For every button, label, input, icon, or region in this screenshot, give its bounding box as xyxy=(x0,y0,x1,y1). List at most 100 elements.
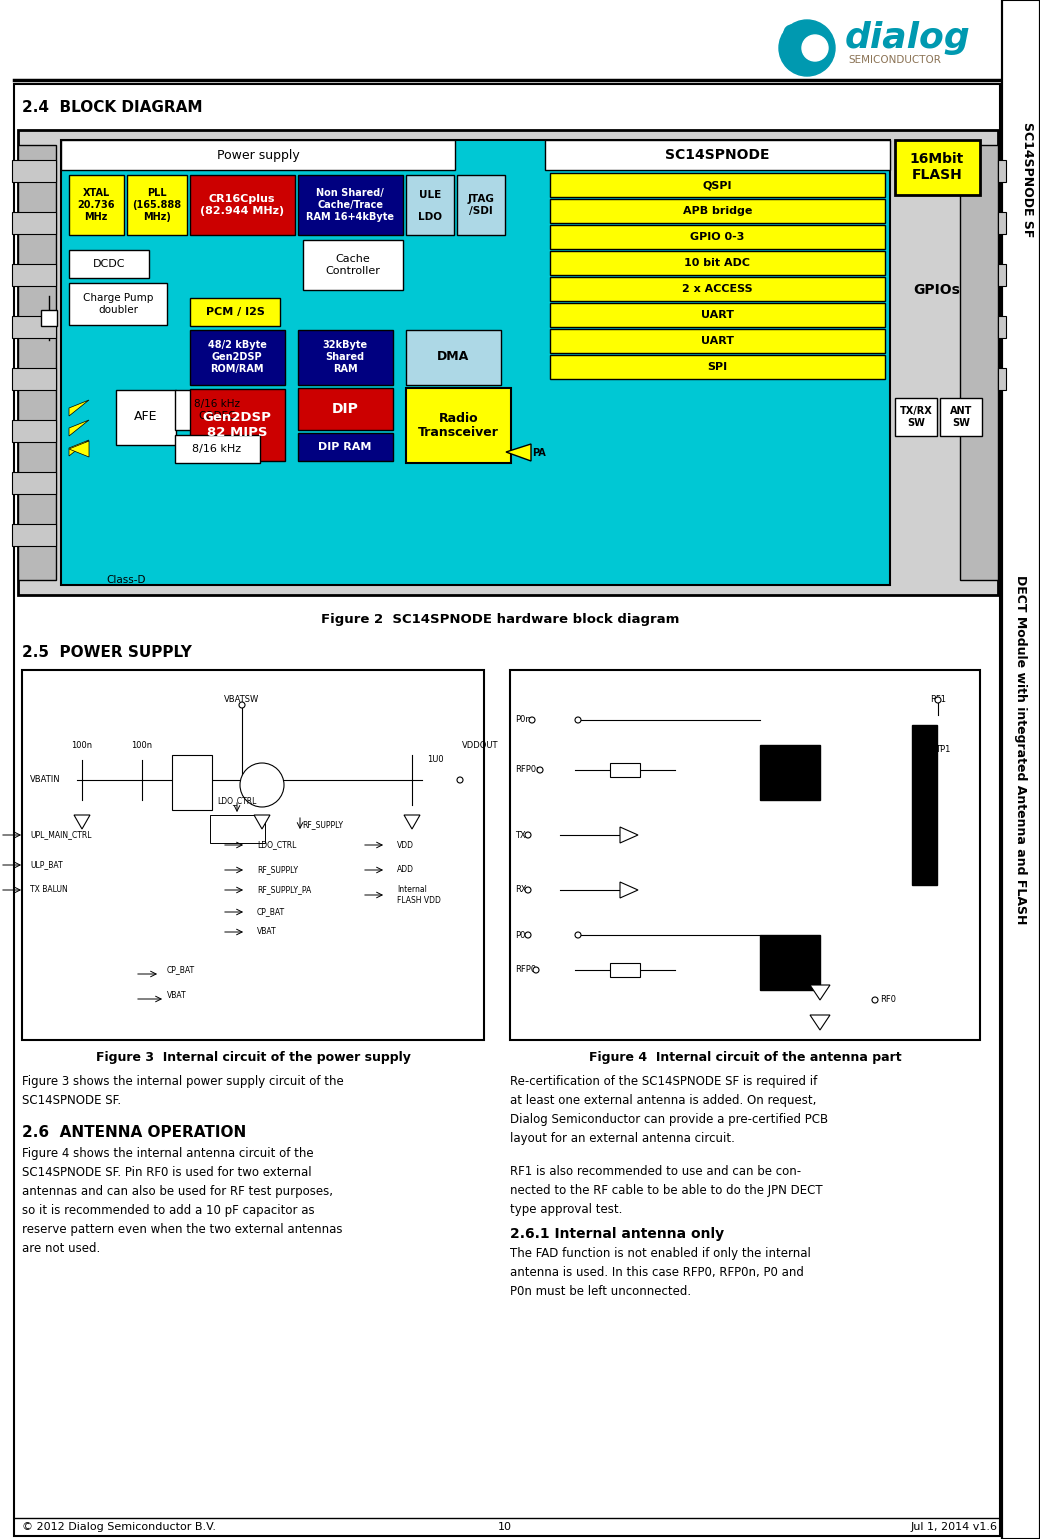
Bar xyxy=(190,175,295,235)
Bar xyxy=(298,432,393,462)
Text: 100n: 100n xyxy=(131,740,153,749)
Bar xyxy=(960,145,998,580)
Text: ULE: ULE xyxy=(419,189,441,200)
Text: RF1 is also recommended to use and can be con-
nected to the RF cable to be able: RF1 is also recommended to use and can b… xyxy=(510,1165,823,1216)
Bar xyxy=(190,329,285,385)
Text: VDDOUT: VDDOUT xyxy=(462,740,498,749)
Circle shape xyxy=(779,20,835,75)
Text: TX BALUN: TX BALUN xyxy=(30,885,68,894)
Bar xyxy=(69,249,149,279)
Bar xyxy=(998,265,1006,286)
Bar xyxy=(12,265,56,286)
Text: AFE: AFE xyxy=(134,411,158,423)
Bar xyxy=(298,329,393,385)
Bar xyxy=(12,315,56,339)
Text: ANT
SW: ANT SW xyxy=(950,406,972,428)
Text: 8/16 kHz: 8/16 kHz xyxy=(192,443,241,454)
Bar xyxy=(998,315,1006,339)
Text: Gen2DSP
82 MIPS: Gen2DSP 82 MIPS xyxy=(203,411,271,439)
Text: DCDC: DCDC xyxy=(93,259,125,269)
Text: CP_BAT: CP_BAT xyxy=(257,908,285,917)
Text: PLL
(165.888
MHz): PLL (165.888 MHz) xyxy=(132,188,182,222)
Text: SC14SPNODE SF: SC14SPNODE SF xyxy=(1021,122,1035,237)
Text: ADD: ADD xyxy=(397,865,414,874)
Text: RFP0: RFP0 xyxy=(515,965,537,974)
Text: UPL_MAIN_CTRL: UPL_MAIN_CTRL xyxy=(30,831,92,839)
Text: Charge Pump
doubler: Charge Pump doubler xyxy=(83,294,153,315)
Polygon shape xyxy=(620,826,638,843)
Bar xyxy=(12,523,56,546)
Text: RX: RX xyxy=(515,885,526,894)
Text: RF1: RF1 xyxy=(930,696,946,705)
Bar xyxy=(940,399,982,436)
Bar xyxy=(61,140,890,585)
Text: Internal
FLASH VDD: Internal FLASH VDD xyxy=(397,885,441,905)
Circle shape xyxy=(529,717,535,723)
Text: 1U0: 1U0 xyxy=(427,756,444,765)
Text: GPIO 0-3: GPIO 0-3 xyxy=(691,232,745,242)
Text: VBATIN: VBATIN xyxy=(30,776,60,785)
Bar xyxy=(406,388,511,463)
Circle shape xyxy=(575,933,581,937)
Bar xyxy=(550,251,885,275)
Text: JTAG
/SDI: JTAG /SDI xyxy=(468,194,494,215)
Text: LDO_CTRL: LDO_CTRL xyxy=(257,840,296,850)
Circle shape xyxy=(239,702,245,708)
Bar xyxy=(12,212,56,234)
Text: 16Mbit
FLASH: 16Mbit FLASH xyxy=(910,152,964,182)
Bar xyxy=(22,669,484,1040)
Bar xyxy=(406,175,454,235)
Text: DECT Module with integrated Antenna and FLASH: DECT Module with integrated Antenna and … xyxy=(1014,576,1028,925)
Bar xyxy=(550,329,885,352)
Bar xyxy=(545,140,890,169)
Polygon shape xyxy=(69,400,89,416)
Circle shape xyxy=(537,766,543,773)
Bar xyxy=(1002,0,1040,1539)
Bar xyxy=(998,212,1006,234)
Text: Non Shared/
Cache/Trace
RAM 16+4kByte: Non Shared/ Cache/Trace RAM 16+4kByte xyxy=(306,188,394,222)
Text: 2.6.1 Internal antenna only: 2.6.1 Internal antenna only xyxy=(510,1227,724,1240)
Bar xyxy=(172,756,212,810)
Text: 2.5  POWER SUPPLY: 2.5 POWER SUPPLY xyxy=(22,645,191,660)
Bar xyxy=(550,303,885,326)
Text: DIP: DIP xyxy=(332,402,359,416)
Bar xyxy=(760,745,820,800)
Bar xyxy=(457,175,505,235)
Bar xyxy=(12,420,56,442)
Bar xyxy=(760,936,820,990)
Text: RF0: RF0 xyxy=(880,996,896,1005)
Polygon shape xyxy=(404,816,420,830)
Bar xyxy=(116,389,176,445)
Circle shape xyxy=(802,35,828,62)
Text: 2.6  ANTENNA OPERATION: 2.6 ANTENNA OPERATION xyxy=(22,1125,246,1140)
Circle shape xyxy=(240,763,284,806)
Bar xyxy=(550,277,885,302)
Polygon shape xyxy=(620,882,638,897)
Polygon shape xyxy=(69,440,89,456)
Text: dialog: dialog xyxy=(844,22,970,55)
Text: DIP RAM: DIP RAM xyxy=(318,442,371,452)
Bar xyxy=(12,160,56,182)
Bar xyxy=(190,299,280,326)
Circle shape xyxy=(872,997,878,1003)
Circle shape xyxy=(534,966,539,973)
Text: SPI: SPI xyxy=(707,362,728,372)
Bar xyxy=(406,329,501,385)
Text: Figure 4  Internal circuit of the antenna part: Figure 4 Internal circuit of the antenna… xyxy=(589,1051,902,1065)
Text: P0n: P0n xyxy=(515,716,530,725)
Text: RF_SUPPLY_PA: RF_SUPPLY_PA xyxy=(257,885,311,894)
Text: Radio
Transceiver: Radio Transceiver xyxy=(418,411,499,440)
Text: RF_SUPPLY: RF_SUPPLY xyxy=(257,865,298,874)
Text: TP1: TP1 xyxy=(935,745,951,754)
Text: PA: PA xyxy=(532,448,546,459)
Text: P0: P0 xyxy=(515,931,525,939)
Text: © 2012 Dialog Semiconductor B.V.: © 2012 Dialog Semiconductor B.V. xyxy=(22,1522,216,1531)
Text: SEMICONDUCTOR: SEMICONDUCTOR xyxy=(848,55,941,65)
Text: TX: TX xyxy=(515,831,526,839)
Circle shape xyxy=(525,833,531,839)
Bar xyxy=(61,140,456,169)
Bar xyxy=(510,669,980,1040)
Text: LDO: LDO xyxy=(418,212,442,222)
Text: UART: UART xyxy=(701,309,734,320)
Text: VBAT: VBAT xyxy=(167,991,186,999)
